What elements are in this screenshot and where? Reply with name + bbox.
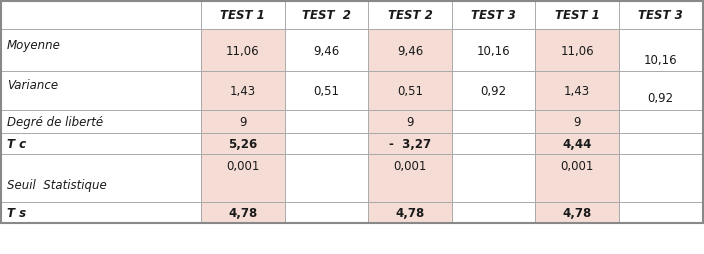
Bar	[535, 30, 619, 72]
Bar	[452, 111, 535, 133]
Bar	[619, 2, 703, 30]
Text: 4,78: 4,78	[562, 206, 592, 219]
Bar	[619, 202, 703, 223]
Text: Degré de liberté: Degré de liberté	[7, 116, 103, 129]
Bar	[535, 2, 619, 30]
Text: TEST 3: TEST 3	[639, 9, 683, 22]
Bar	[201, 202, 284, 223]
Bar	[452, 72, 535, 111]
Text: TEST 1: TEST 1	[220, 9, 265, 22]
Bar	[452, 30, 535, 72]
Bar	[1, 2, 703, 223]
Text: 0,92: 0,92	[648, 92, 674, 105]
Text: T c: T c	[7, 137, 26, 150]
Bar	[452, 2, 535, 30]
Bar	[535, 154, 619, 202]
Bar	[284, 30, 368, 72]
Bar	[619, 133, 703, 154]
Bar	[368, 72, 452, 111]
Bar	[619, 154, 703, 202]
Text: 1,43: 1,43	[230, 85, 256, 98]
Text: 9: 9	[573, 116, 581, 129]
Bar	[201, 154, 284, 202]
Text: 4,78: 4,78	[228, 206, 258, 219]
Text: 9,46: 9,46	[397, 45, 423, 58]
Text: 11,06: 11,06	[226, 45, 260, 58]
Text: 5,26: 5,26	[228, 137, 258, 150]
Bar	[368, 154, 452, 202]
Bar	[535, 202, 619, 223]
Text: 0,51: 0,51	[397, 85, 423, 98]
Text: 4,78: 4,78	[396, 206, 425, 219]
Bar	[1, 30, 201, 72]
Bar	[619, 111, 703, 133]
Bar	[452, 154, 535, 202]
Text: TEST 2: TEST 2	[388, 9, 432, 22]
Text: 11,06: 11,06	[560, 45, 594, 58]
Bar	[619, 72, 703, 111]
Text: 9: 9	[239, 116, 246, 129]
Text: TEST  2: TEST 2	[302, 9, 351, 22]
Text: Seuil  Statistique: Seuil Statistique	[7, 179, 106, 192]
Text: 1,43: 1,43	[564, 85, 590, 98]
Bar	[201, 133, 284, 154]
Bar	[284, 72, 368, 111]
Text: -  3,27: - 3,27	[389, 137, 431, 150]
Text: 10,16: 10,16	[477, 45, 510, 58]
Text: TEST 1: TEST 1	[555, 9, 600, 22]
Bar	[619, 30, 703, 72]
Text: Moyenne: Moyenne	[7, 38, 61, 51]
Bar	[1, 202, 201, 223]
Text: 0,92: 0,92	[480, 85, 507, 98]
Bar	[452, 202, 535, 223]
Text: 0,51: 0,51	[313, 85, 339, 98]
Bar	[368, 202, 452, 223]
Bar	[368, 111, 452, 133]
Bar	[535, 133, 619, 154]
Text: 4,44: 4,44	[562, 137, 592, 150]
Bar	[368, 133, 452, 154]
Text: 0,001: 0,001	[560, 160, 593, 172]
Bar	[1, 154, 201, 202]
Bar	[284, 133, 368, 154]
Bar	[1, 133, 201, 154]
Bar	[284, 2, 368, 30]
Bar	[284, 111, 368, 133]
Text: Variance: Variance	[7, 79, 58, 92]
Bar	[201, 2, 284, 30]
Bar	[368, 30, 452, 72]
Bar	[1, 72, 201, 111]
Bar	[201, 111, 284, 133]
Bar	[368, 2, 452, 30]
Bar	[535, 111, 619, 133]
Bar	[284, 202, 368, 223]
Bar	[452, 133, 535, 154]
Text: 9: 9	[406, 116, 414, 129]
Bar	[201, 30, 284, 72]
Text: 0,001: 0,001	[226, 160, 260, 172]
Bar	[1, 111, 201, 133]
Text: T s: T s	[7, 206, 26, 219]
Bar	[535, 72, 619, 111]
Text: 9,46: 9,46	[313, 45, 339, 58]
Text: 10,16: 10,16	[644, 54, 677, 67]
Bar	[201, 72, 284, 111]
Text: 0,001: 0,001	[394, 160, 427, 172]
Bar	[284, 154, 368, 202]
Bar	[1, 2, 201, 30]
Text: TEST 3: TEST 3	[471, 9, 516, 22]
